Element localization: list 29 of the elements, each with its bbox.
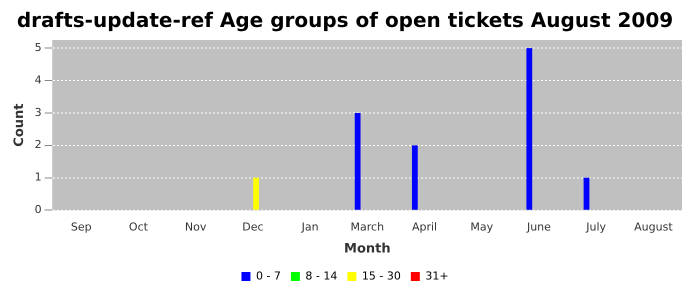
y-tick-label: 3 xyxy=(34,106,42,119)
bar xyxy=(253,178,259,210)
x-tick-label: March xyxy=(350,220,384,234)
y-tick-label: 2 xyxy=(34,138,42,152)
bar xyxy=(584,178,590,210)
y-tick-label: 4 xyxy=(34,73,42,86)
x-tick-label: Dec xyxy=(242,220,264,234)
y-tick-label: 5 xyxy=(34,40,42,54)
chart-title: drafts-update-ref Age groups of open tickets August 2009 xyxy=(16,8,674,32)
x-tick-label: Sep xyxy=(70,220,92,234)
bar xyxy=(412,145,418,210)
bar xyxy=(526,48,532,210)
x-axis-title: Month xyxy=(344,242,391,257)
x-tick-label: Jan xyxy=(300,220,319,234)
y-tick-label: 0 xyxy=(34,203,42,216)
x-tick-label: Nov xyxy=(184,220,207,234)
x-tick-label: April xyxy=(412,220,438,234)
legend-label: 31+ xyxy=(425,269,449,282)
x-tick-label: June xyxy=(526,220,552,234)
y-tick-label: 1 xyxy=(34,170,42,184)
legend-label: 0 - 7 xyxy=(256,269,281,282)
legend-label: 15 - 30 xyxy=(362,269,401,282)
y-axis-title: Count xyxy=(12,104,28,147)
x-tick-label: July xyxy=(585,220,607,234)
x-tick-label: August xyxy=(634,220,674,234)
x-tick-label: May xyxy=(470,220,494,234)
legend-label: 8 - 14 xyxy=(305,269,338,282)
x-tick-label: Oct xyxy=(128,220,149,234)
bar xyxy=(354,112,361,210)
